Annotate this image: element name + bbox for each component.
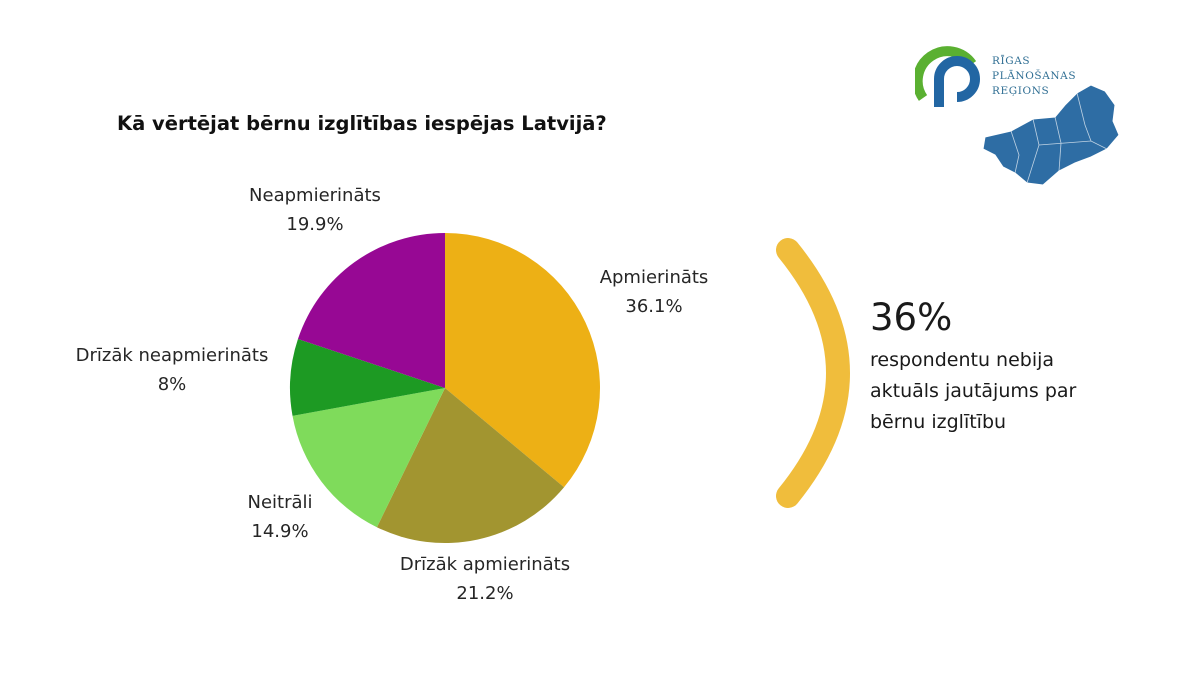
logo-text-line: RĪGAS — [992, 55, 1031, 67]
slice-name: Neapmierināts — [249, 185, 381, 206]
logo-text-line: PLĀNOŠANAS — [992, 70, 1077, 82]
logo-text-line: REĢIONS — [992, 85, 1050, 97]
slice-value: 19.9% — [286, 214, 344, 235]
rigas-planosanas-regions-logo — [915, 46, 1120, 186]
slice-name: Drīzāk apmierināts — [399, 554, 571, 575]
stat-line: respondentu nebija — [870, 349, 1055, 371]
slice-value: 14.9% — [251, 521, 309, 542]
slice-name: Neitrāli — [247, 492, 313, 513]
stat-value: 36% — [870, 296, 953, 339]
stat-line: aktuāls jautājums par — [870, 380, 1077, 402]
slice-label-drizak-neapmierinats: Drīzāk neapmierināts 8% — [76, 341, 269, 399]
stat-line: bērnu izglītību — [870, 411, 1007, 433]
pie-slice-0 — [445, 233, 600, 488]
pie-slice-2 — [292, 388, 445, 528]
slice-label-neitrali: Neitrāli 14.9% — [247, 488, 312, 546]
slice-value: 36.1% — [625, 296, 683, 317]
pie-slice-4 — [297, 233, 445, 388]
slice-value: 8% — [157, 374, 187, 395]
slice-name: Apmierināts — [599, 267, 709, 288]
slice-name: Drīzāk neapmierināts — [75, 345, 269, 366]
slice-label-drizak-apmierinats: Drīzāk apmierināts 21.2% — [400, 550, 570, 608]
slice-label-apmierinats: Apmierināts 36.1% — [600, 263, 709, 321]
pie-slice-1 — [376, 388, 565, 544]
stat-description: respondentu nebija aktuāls jautājums par… — [870, 345, 1170, 438]
pie-slice-3 — [290, 338, 445, 416]
logo-emblem-icon — [915, 46, 980, 107]
region-map-icon — [982, 84, 1120, 186]
chart-title: Kā vērtējat bērnu izglītības iespējas La… — [117, 112, 607, 135]
slice-value: 21.2% — [456, 583, 514, 604]
slice-label-neapmierinats: Neapmierināts 19.9% — [249, 181, 381, 239]
decorative-arc — [776, 238, 850, 508]
